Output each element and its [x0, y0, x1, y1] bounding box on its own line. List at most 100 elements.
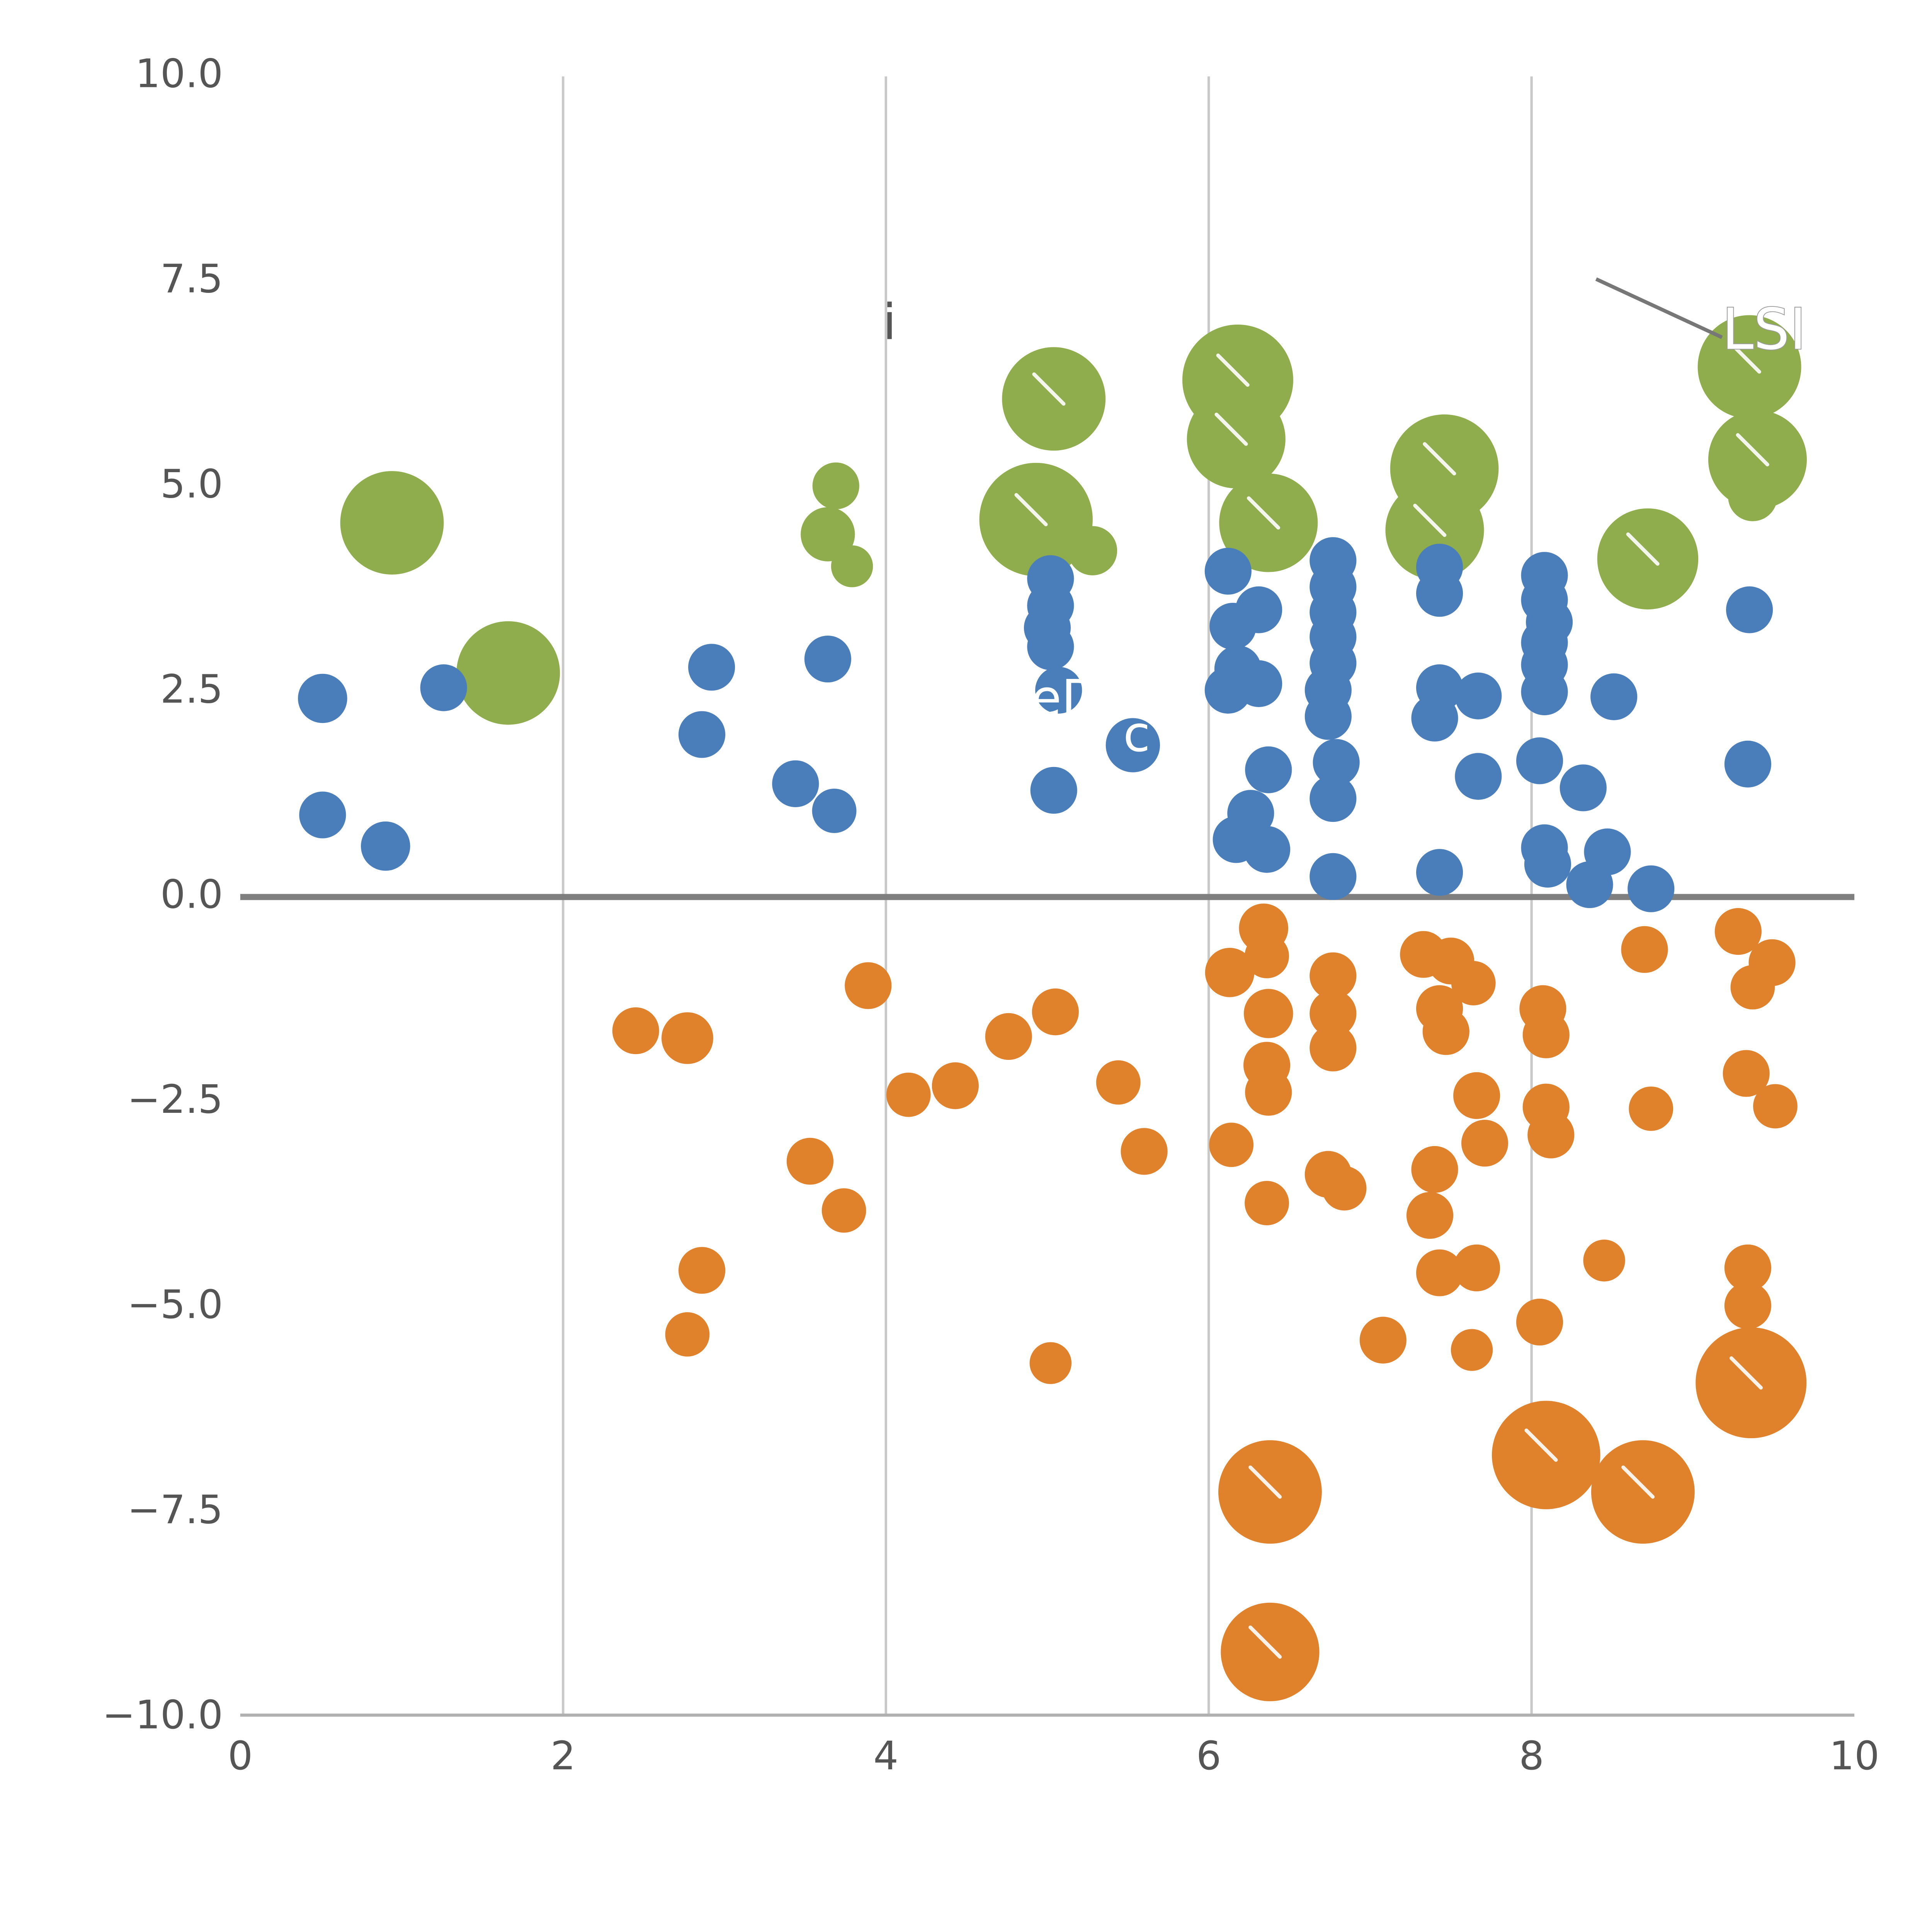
data-point-blue-group [1030, 767, 1077, 814]
data-point-orange-group [1310, 1024, 1357, 1071]
annotation-leader-line [1595, 277, 1723, 339]
data-point-orange-group [1245, 1069, 1292, 1116]
data-point-orange-group [678, 1247, 726, 1294]
data-point-orange-group [1245, 1181, 1289, 1225]
data-point-orange-group [1032, 988, 1079, 1036]
data-point-blue-group [1027, 623, 1074, 670]
x-tick-label: 6 [1196, 1733, 1221, 1779]
y-tick-label: −5.0 [127, 1282, 223, 1328]
data-point-orange-group [821, 1188, 866, 1233]
data-point-blue-group [804, 635, 851, 683]
data-point-blue-group [1590, 673, 1638, 720]
data-point-orange-group [1416, 1249, 1463, 1296]
data-point-blue-group [812, 789, 857, 833]
data-point-orange-group [1621, 926, 1668, 973]
data-point-green-group [1068, 526, 1117, 575]
data-point-blue-group [1416, 849, 1463, 896]
data-point-orange-group [1492, 1401, 1600, 1509]
data-point-blue-group [1416, 570, 1463, 617]
data-point-orange-group [1121, 1128, 1168, 1175]
data-point-blue-group [1204, 548, 1252, 595]
data-point-green-group [812, 462, 859, 510]
data-point-blue-group [688, 644, 735, 691]
data-point-orange-group [1029, 1342, 1072, 1384]
data-point-orange-group [1753, 1084, 1798, 1129]
data-point-orange-group [1527, 1111, 1575, 1158]
data-point-orange-group [1629, 1086, 1673, 1131]
bubble-leader-fragment [1423, 442, 1456, 476]
bubble-leader-fragment [1214, 412, 1248, 446]
data-point-orange-group [985, 1013, 1032, 1060]
data-point-blue-group [1313, 739, 1360, 786]
bubble-leader-fragment [1248, 1625, 1282, 1659]
y-tick-label: 5.0 [160, 461, 223, 507]
y-tick-label: 0.0 [160, 871, 223, 917]
data-point-blue-group [420, 664, 467, 711]
x-tick-label: 0 [228, 1733, 253, 1779]
data-point-orange-group [1359, 1316, 1406, 1364]
data-point-orange-group [845, 962, 892, 1009]
data-point-orange-group [1322, 1166, 1367, 1211]
data-point-orange-group [886, 1072, 931, 1117]
y-tick-label: 2.5 [160, 666, 223, 712]
data-point-blue-group [1204, 667, 1252, 714]
bubble-leader-fragment [1729, 1356, 1763, 1390]
data-point-green-group [1219, 473, 1318, 572]
data-point-orange-group [1696, 1327, 1807, 1439]
bubble-leader-fragment [1247, 496, 1281, 530]
data-point-orange-group [1591, 1440, 1695, 1544]
data-point-blue-group [299, 791, 346, 838]
data-point-orange-group [1724, 1282, 1771, 1329]
bubble-leader-fragment [1216, 353, 1250, 387]
data-point-green-group [456, 621, 560, 725]
data-point-green-group [340, 471, 444, 575]
data-point-orange-group [665, 1312, 710, 1357]
data-point-orange-group [1451, 1329, 1493, 1371]
data-point-orange-group [1205, 948, 1255, 997]
data-point-green-group [979, 463, 1093, 577]
x-tick-label: 4 [873, 1733, 898, 1779]
data-point-blue-group [678, 711, 726, 758]
data-point-green-group [1597, 508, 1699, 610]
bubble-leader-fragment [1032, 372, 1066, 406]
data-point-blue-group [1628, 865, 1675, 912]
data-point-orange-group [1310, 952, 1357, 999]
data-point-blue-group [1521, 668, 1568, 716]
data-point-orange-group [1461, 1119, 1509, 1167]
data-point-orange-group [1453, 1244, 1500, 1291]
data-point-blue-group [1310, 775, 1357, 822]
data-point-blue-group [1560, 764, 1607, 811]
data-point-green-group [801, 507, 855, 561]
data-point-blue-group [298, 673, 347, 723]
bubble-leader-fragment [1248, 1465, 1282, 1499]
data-point-blue-group [1726, 586, 1773, 633]
data-point-orange-group [1522, 1011, 1570, 1058]
data-point-blue-group [1235, 586, 1282, 633]
data-point-orange-group [1714, 908, 1762, 955]
data-point-orange-group [786, 1138, 833, 1185]
data-point-blue-group [1035, 667, 1082, 714]
data-point-orange-group [1723, 1050, 1770, 1097]
data-point-orange-group [1422, 1008, 1469, 1055]
data-point-orange-group [661, 1012, 713, 1064]
data-point-orange-group [932, 1062, 979, 1109]
label-fragment: eD [1031, 670, 1100, 727]
bubble-leader-fragment [1524, 1429, 1558, 1462]
bubble-leader-fragment [1413, 503, 1447, 537]
data-point-orange-group [1730, 965, 1775, 1010]
data-point-orange-group [1209, 1122, 1254, 1167]
y-tick-label: 10.0 [135, 51, 223, 97]
data-point-orange-group [1096, 1060, 1141, 1105]
data-point-orange-group [1516, 1298, 1563, 1346]
x-tick-label: 10 [1829, 1733, 1879, 1779]
data-point-blue-group [1566, 861, 1613, 908]
data-point-blue-group [1524, 840, 1571, 888]
data-point-blue-group [1724, 740, 1771, 787]
y-tick-label: −10.0 [102, 1692, 223, 1738]
y-tick-label: −2.5 [127, 1077, 223, 1122]
data-point-blue-group [1516, 737, 1563, 784]
x-tick-label: 2 [551, 1733, 576, 1779]
data-point-orange-group [1310, 990, 1357, 1037]
